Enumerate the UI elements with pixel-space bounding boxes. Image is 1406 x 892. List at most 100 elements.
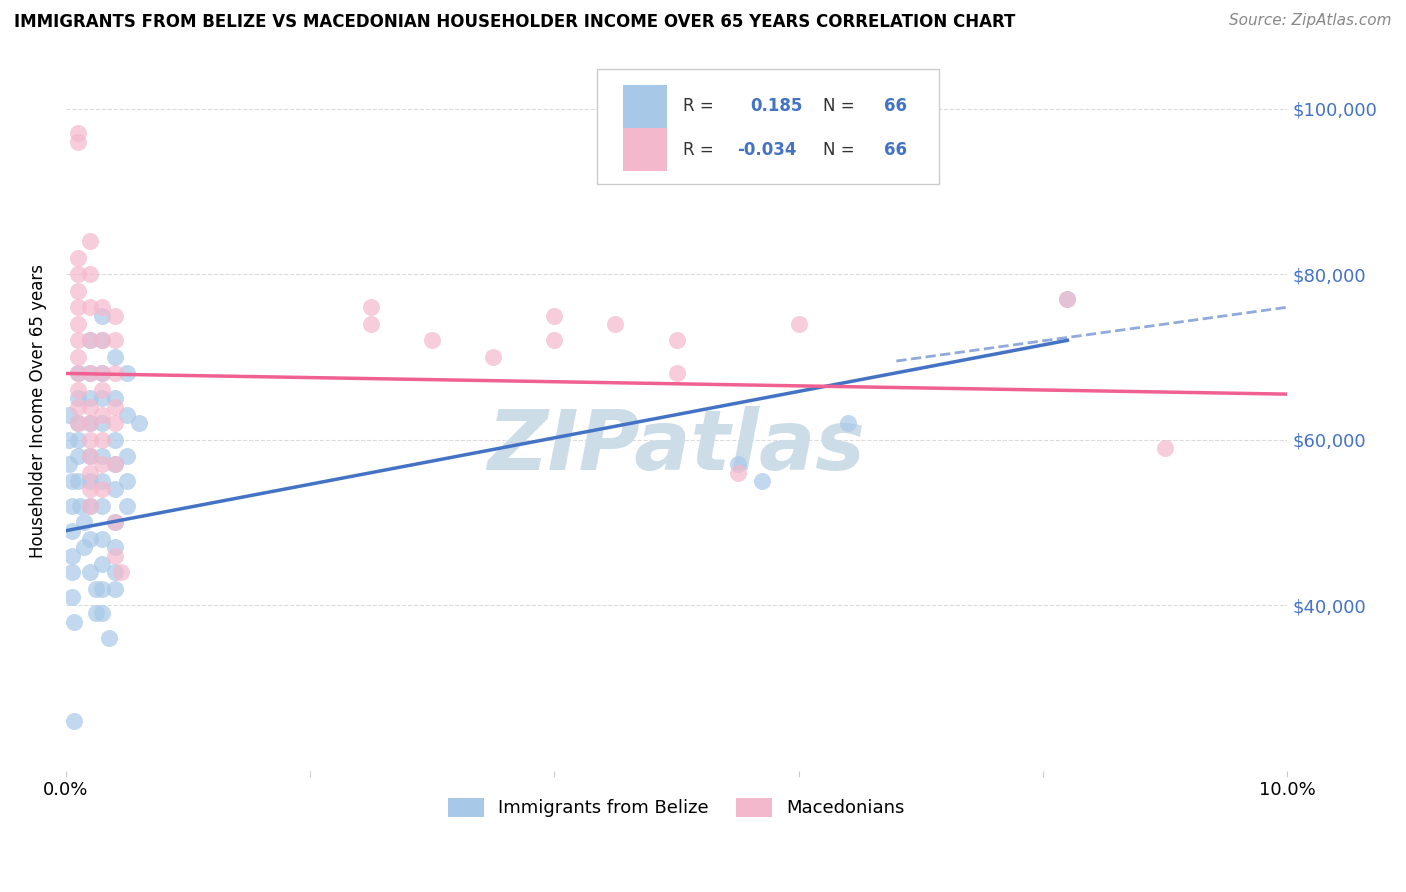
Point [66, 449, 89, 463]
Point [91, 474, 114, 488]
Point [360, 317, 382, 331]
Point [79, 416, 101, 430]
Point [66, 400, 89, 414]
Point [104, 400, 127, 414]
Point [543, 334, 565, 348]
Point [63, 615, 86, 629]
Point [79, 367, 101, 381]
Point [79, 367, 101, 381]
Point [66, 367, 89, 381]
Point [79, 234, 101, 248]
Text: IMMIGRANTS FROM BELIZE VS MACEDONIAN HOUSEHOLDER INCOME OVER 65 YEARS CORRELATIO: IMMIGRANTS FROM BELIZE VS MACEDONIAN HOU… [14, 13, 1015, 31]
Point [73, 540, 96, 554]
Point [104, 565, 127, 579]
Point [66, 474, 89, 488]
Point [482, 350, 505, 364]
Point [58, 458, 80, 472]
Point [91, 367, 114, 381]
Point [79, 565, 101, 579]
Point [66, 267, 89, 281]
Point [104, 391, 127, 405]
Point [104, 416, 127, 430]
Point [66, 127, 89, 141]
Point [91, 433, 114, 447]
Point [91, 334, 114, 348]
Point [110, 565, 132, 579]
Point [79, 416, 101, 430]
Text: Source: ZipAtlas.com: Source: ZipAtlas.com [1229, 13, 1392, 29]
Point [104, 367, 127, 381]
Point [66, 433, 89, 447]
Point [104, 458, 127, 472]
Point [1154, 441, 1177, 455]
Point [79, 499, 101, 513]
Point [60, 549, 83, 563]
Point [605, 317, 627, 331]
Point [115, 474, 138, 488]
Legend: Immigrants from Belize, Macedonians: Immigrants from Belize, Macedonians [439, 789, 914, 827]
Point [104, 516, 127, 530]
Point [91, 383, 114, 397]
Point [91, 391, 114, 405]
Point [104, 582, 127, 596]
Point [104, 309, 127, 323]
Point [420, 334, 443, 348]
Point [79, 267, 101, 281]
Point [104, 540, 127, 554]
FancyBboxPatch shape [623, 86, 666, 128]
Point [73, 516, 96, 530]
Text: ZIPatlas: ZIPatlas [488, 406, 866, 487]
Point [91, 300, 114, 314]
Point [66, 135, 89, 149]
Point [79, 433, 101, 447]
Point [66, 251, 89, 265]
Point [86, 582, 108, 596]
Point [60, 499, 83, 513]
Point [91, 367, 114, 381]
Point [97, 632, 120, 646]
Point [66, 416, 89, 430]
Point [115, 367, 138, 381]
Point [91, 408, 114, 422]
Point [543, 309, 565, 323]
Point [727, 458, 749, 472]
Text: N =: N = [823, 97, 860, 115]
Point [104, 516, 127, 530]
Point [66, 334, 89, 348]
Point [665, 334, 688, 348]
Point [60, 524, 83, 538]
Point [91, 449, 114, 463]
Point [79, 391, 101, 405]
FancyBboxPatch shape [598, 69, 939, 184]
Point [1056, 292, 1078, 306]
Point [79, 400, 101, 414]
Point [605, 135, 627, 149]
Point [66, 350, 89, 364]
Text: R =: R = [683, 97, 718, 115]
Point [66, 300, 89, 314]
Point [727, 466, 749, 480]
Point [104, 350, 127, 364]
Point [60, 565, 83, 579]
Text: -0.034: -0.034 [738, 141, 797, 159]
Point [79, 483, 101, 497]
Text: 66: 66 [884, 97, 907, 115]
Point [128, 416, 150, 430]
Point [66, 416, 89, 430]
Point [91, 309, 114, 323]
Point [104, 458, 127, 472]
Text: 0.185: 0.185 [749, 97, 803, 115]
Point [91, 607, 114, 621]
Point [79, 466, 101, 480]
Text: N =: N = [823, 141, 860, 159]
Point [91, 499, 114, 513]
Point [104, 334, 127, 348]
Point [79, 449, 101, 463]
Point [66, 383, 89, 397]
Point [79, 499, 101, 513]
Point [58, 433, 80, 447]
Point [837, 416, 859, 430]
Text: R =: R = [683, 141, 718, 159]
Point [86, 607, 108, 621]
Point [104, 483, 127, 497]
